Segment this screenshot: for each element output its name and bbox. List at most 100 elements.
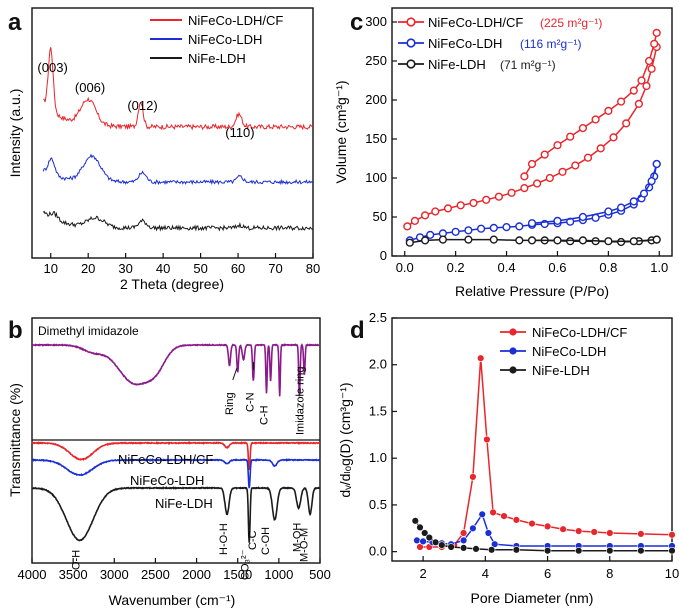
- c-point: [494, 192, 504, 201]
- c-point: [644, 56, 654, 66]
- panel-c-curves: [403, 28, 661, 247]
- c-xtick-label: 0.6: [548, 260, 566, 275]
- c-point: [650, 39, 659, 48]
- panel-c-axes: [391, 7, 673, 257]
- c-adsorption-line-1: [409, 163, 658, 242]
- panel-d-ylabel: dᵥ/dₗₒg(D) (cm³g⁻¹): [337, 382, 353, 497]
- d-xtick-label: 6: [544, 566, 551, 581]
- d-point: [543, 546, 552, 555]
- d-point: [459, 544, 468, 552]
- a-xtick-label: 30: [118, 261, 132, 276]
- a-xtick-label: 50: [193, 261, 207, 276]
- d-legend-marker: [509, 347, 517, 355]
- panel-a-peak-labels: (003) (006) (012) (110): [37, 60, 254, 140]
- c-point: [532, 179, 542, 188]
- c-point: [622, 119, 631, 128]
- c-point: [616, 203, 626, 212]
- d-point: [559, 525, 567, 533]
- d-point: [637, 546, 645, 555]
- panel-a: a 10 20 30 40 50 60 70 80 (003)(006)(012)(110) …: [7, 7, 320, 292]
- c-point: [637, 76, 646, 85]
- c-surface-area: (116 m²g⁻¹): [520, 37, 581, 51]
- panel-d-xlabel: Pore Diameter (nm): [471, 590, 594, 606]
- ftir-series-1: [31, 440, 321, 470]
- d-legend-marker: [509, 366, 517, 374]
- d-point: [425, 533, 433, 542]
- d-xtick-label: 4: [482, 566, 489, 581]
- c-legend-marker: [406, 59, 416, 69]
- c-point: [545, 173, 554, 183]
- c-point: [431, 207, 440, 216]
- c-point: [405, 238, 414, 247]
- b-band-label: M-OH: [291, 523, 303, 552]
- c-point: [469, 198, 478, 208]
- b-xtick-label: 1000: [264, 567, 293, 582]
- b-xtick-label: 1500: [223, 567, 252, 582]
- panel-a-legend: NiFeCo-LDH/CF NiFeCo-LDH NiFe-LDH: [150, 13, 283, 66]
- d-xtick-label: 10: [665, 566, 679, 581]
- c-desorption-line-1: [531, 163, 658, 224]
- c-point: [507, 188, 516, 197]
- d-point: [478, 510, 486, 518]
- c-xtick-label: 0.4: [498, 260, 516, 275]
- panel-d-letter: d: [350, 317, 365, 344]
- b-band-label: Imidazole ring: [295, 367, 307, 435]
- panel-a-ylabel: Intensity (a.u.): [7, 89, 23, 178]
- c-point: [482, 195, 491, 204]
- d-point: [459, 536, 468, 545]
- a-peak-label: (003): [37, 60, 67, 75]
- panel-b-xlabel: Wavenumber (cm⁻¹): [109, 592, 236, 608]
- panel-c: c 0.0 0.2 0.4 0.6 0.8 1.0 0 50 100 150 200 250 300 N…: [333, 7, 673, 299]
- c-point: [464, 226, 473, 235]
- c-point: [426, 230, 435, 240]
- c-point: [527, 236, 537, 245]
- d-point: [438, 541, 446, 549]
- c-point: [438, 235, 448, 244]
- b-band-arrow: [232, 367, 238, 381]
- c-point: [566, 132, 575, 141]
- panel-b-ticks: 4000 3500 3000 2500 2000 1500 1000 500: [18, 558, 331, 582]
- d-point: [419, 537, 427, 546]
- b-xtick-label: 3000: [100, 567, 129, 582]
- c-point: [520, 184, 529, 193]
- d-legend-label: NiFeCo-LDH: [532, 344, 606, 359]
- c-legend-marker: [406, 17, 416, 27]
- c-point: [647, 177, 656, 186]
- b-band-label: CO₃²⁻: [239, 549, 251, 580]
- b-band-label: Ring: [224, 392, 236, 415]
- c-legend-label: NiFeCo-LDH: [428, 36, 502, 51]
- c-point: [421, 236, 430, 245]
- c-point: [566, 237, 575, 246]
- c-xtick-label: 0.2: [447, 260, 465, 275]
- c-point: [502, 223, 511, 232]
- c-point: [634, 99, 644, 109]
- b-xtick-label: 4000: [18, 567, 47, 582]
- a-legend-label: NiFe-LDH: [188, 51, 246, 66]
- a-xtick-label: 10: [43, 261, 57, 276]
- b-xtick-label: 500: [309, 567, 331, 582]
- d-point: [431, 538, 440, 546]
- d-point: [413, 536, 421, 545]
- c-point: [652, 159, 661, 169]
- c-ytick-label: 50: [373, 209, 387, 224]
- c-point: [553, 236, 562, 245]
- d-ytick-label: 2.0: [369, 357, 387, 372]
- d-point: [459, 529, 468, 537]
- b-series-label: NiFeCo-LDH/CF: [118, 452, 213, 467]
- c-point: [591, 115, 600, 124]
- c-ytick-label: 250: [365, 53, 387, 68]
- c-ytick-label: 150: [365, 131, 387, 146]
- c-xtick-label: 1.0: [650, 260, 668, 275]
- d-series-line-1: [416, 512, 672, 547]
- d-ytick-label: 0.5: [369, 497, 387, 512]
- c-point: [410, 216, 420, 226]
- panel-d-ticks: 2 4 6 8 10 0.0 0.5 1.0 1.5 2.0 2.5: [369, 310, 679, 581]
- panel-c-ticks: 0.0 0.2 0.4 0.6 0.8 1.0 0 50 100 150 200 250 300: [365, 14, 668, 275]
- a-legend-label: NiFeCo-LDH: [188, 32, 262, 47]
- d-xtick-label: 2: [419, 566, 426, 581]
- c-point: [604, 106, 613, 116]
- b-band-label: C-OH: [260, 527, 272, 555]
- c-xtick-label: 0.8: [599, 260, 617, 275]
- c-legend-label: NiFe-LDH: [428, 57, 486, 72]
- c-point: [583, 153, 593, 162]
